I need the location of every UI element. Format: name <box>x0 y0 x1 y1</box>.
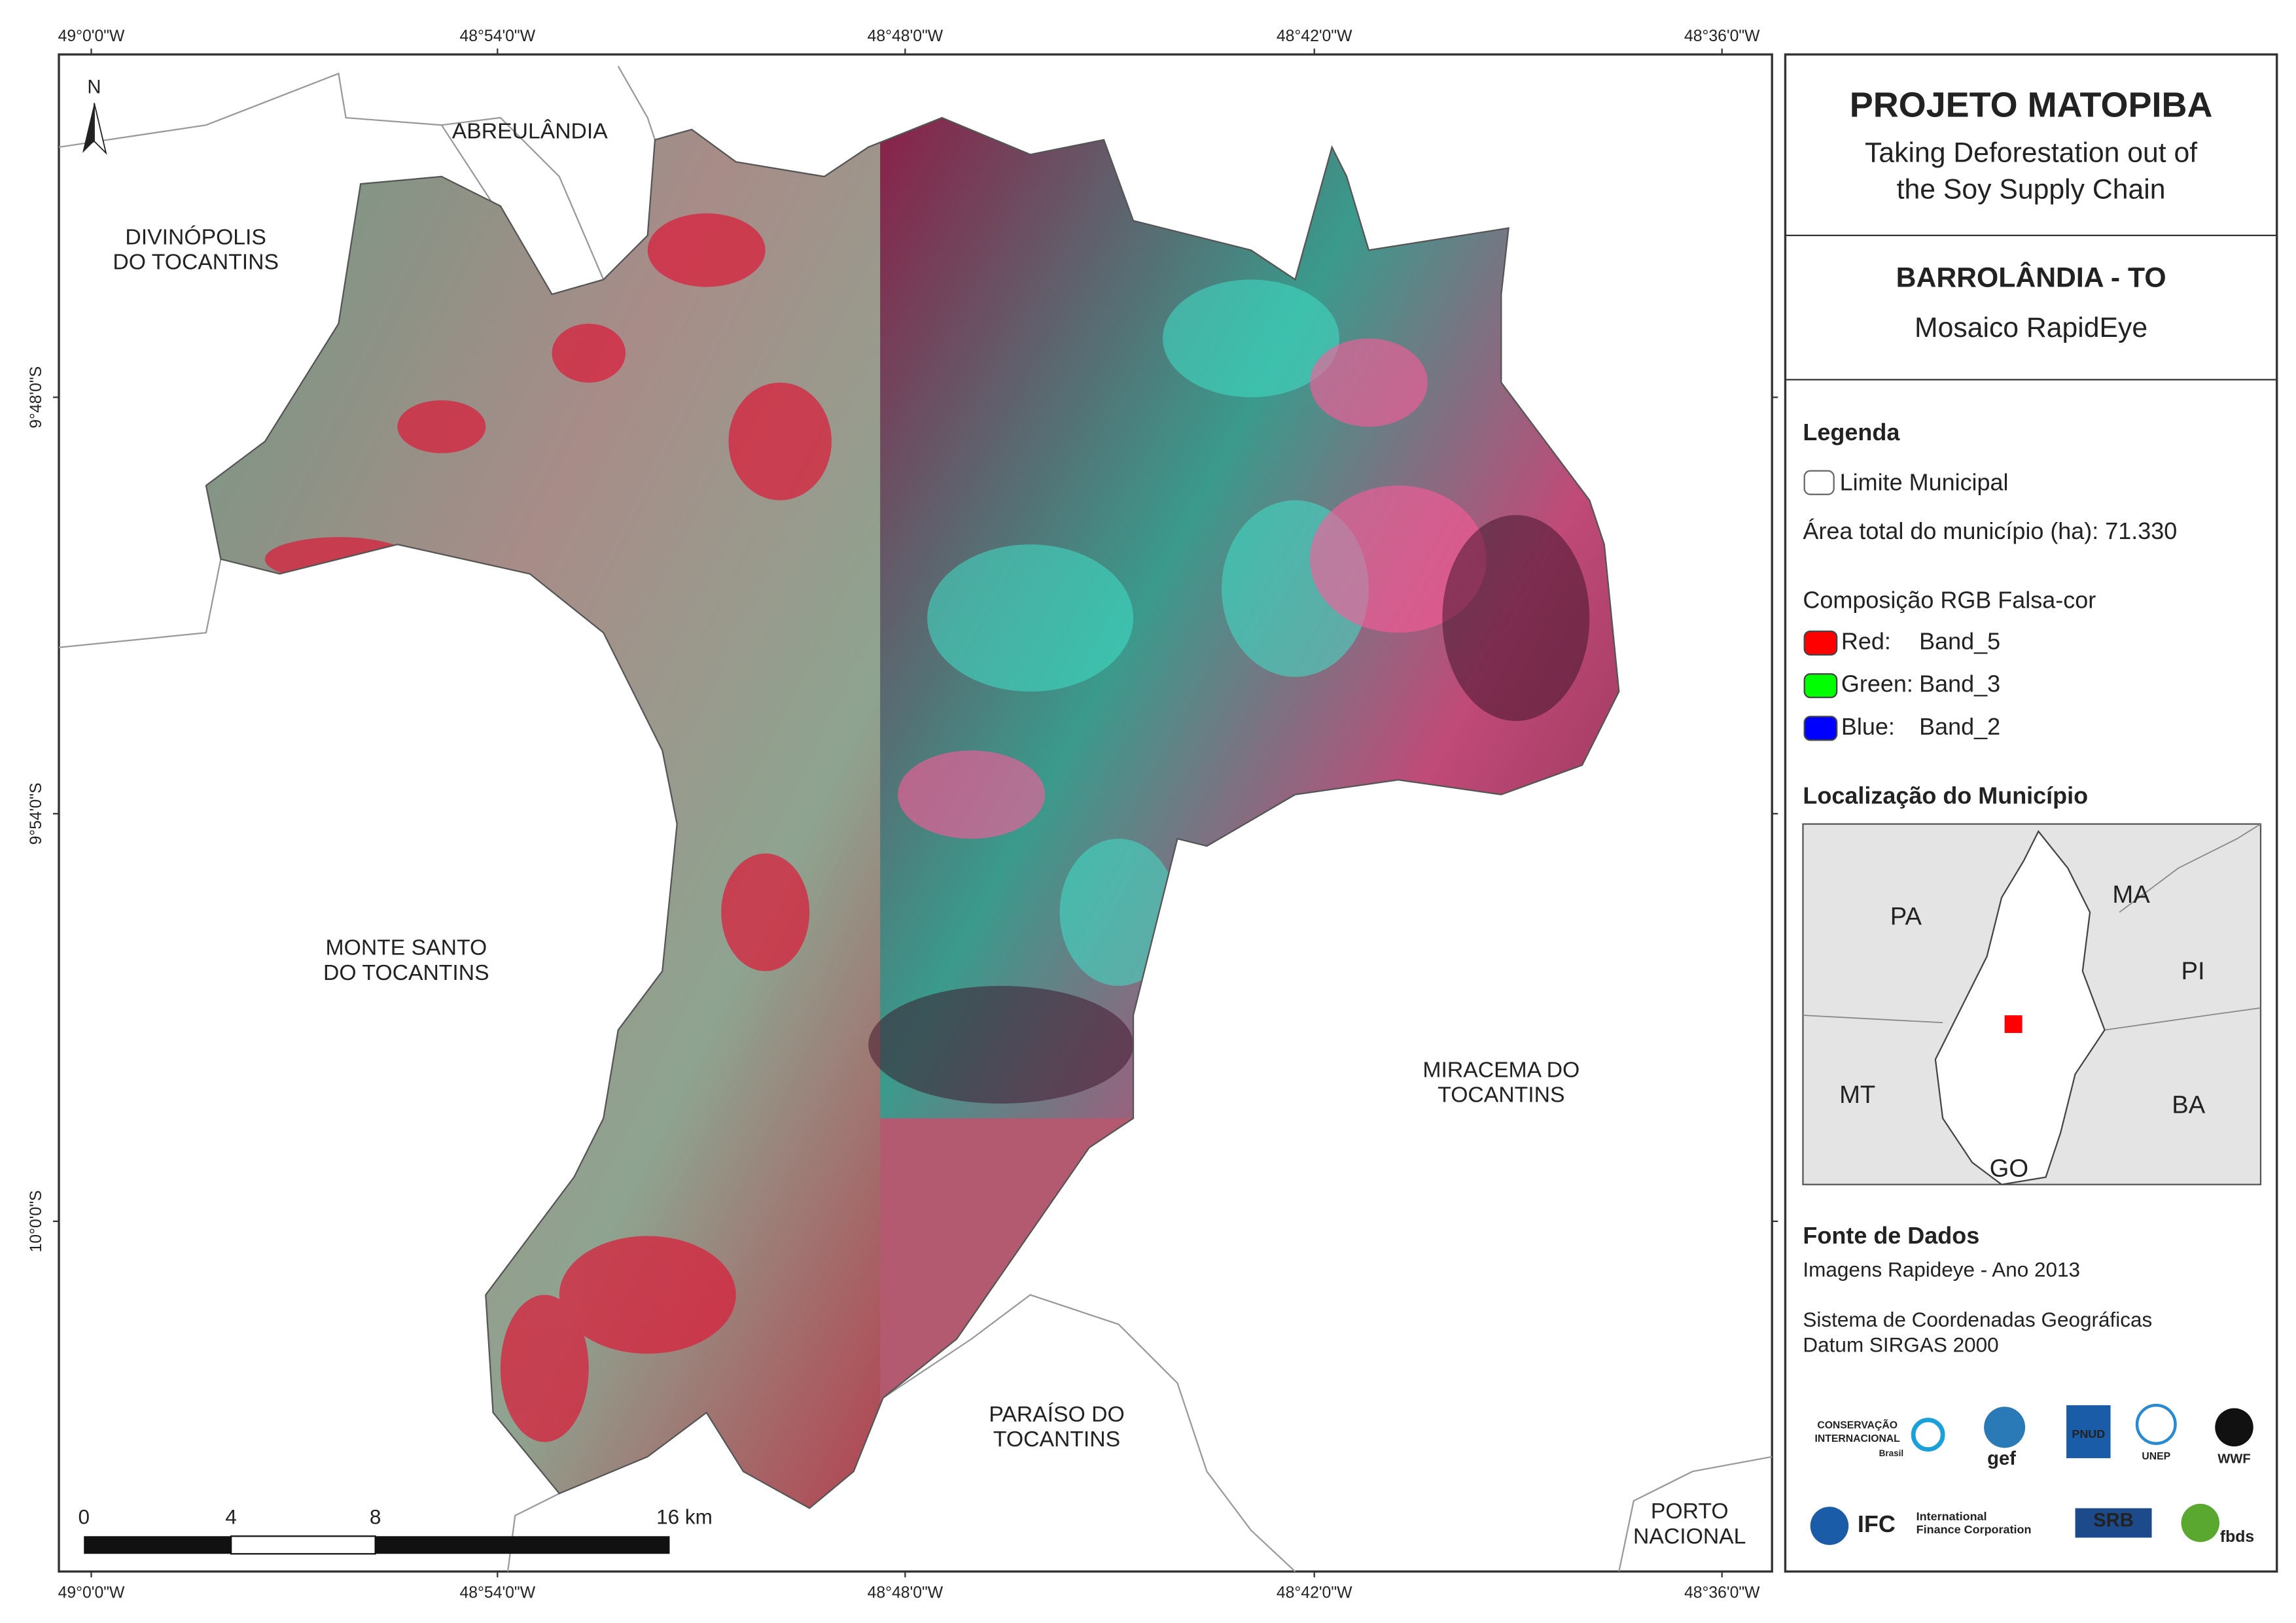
longitude-label: 49°0'0"W <box>58 27 125 45</box>
logo-ci <box>1911 1418 1945 1452</box>
panel-subtitle: Taking Deforestation out of <box>1865 137 2197 168</box>
north-arrow-half <box>94 103 107 155</box>
band-channel: Red: <box>1841 627 1891 654</box>
place-label: PARAÍSO DO <box>989 1402 1124 1427</box>
longitude-label: 48°42'0"W <box>1277 27 1352 45</box>
longitude-label: 48°54'0"W <box>460 27 536 45</box>
legend-item: Composição RGB Falsa-cor <box>1803 586 2096 613</box>
latitude-label: 10°0'0"S <box>27 1190 45 1252</box>
logo-ifc <box>1810 1507 1849 1545</box>
logo-pnud <box>2066 1405 2111 1459</box>
panel-subtitle: the Soy Supply Chain <box>1897 174 2166 205</box>
legend-item: Limite Municipal <box>1840 469 2009 496</box>
logo-text: Brasil <box>1879 1448 1903 1458</box>
longitude-label: 48°48'0"W <box>868 27 944 45</box>
place-label: MONTE SANTO <box>326 935 487 960</box>
logo-text: UNEP <box>2142 1451 2170 1462</box>
source-line: Datum SIRGAS 2000 <box>1803 1333 1998 1356</box>
longitude-label: 48°42'0"W <box>1277 1584 1352 1602</box>
place-label: ABREULÂNDIA <box>452 118 608 143</box>
municipality-name: BARROLÂNDIA - TO <box>1896 262 2166 294</box>
logo-text: WWF <box>2217 1452 2251 1467</box>
band-name: Band_5 <box>1919 627 2000 654</box>
scale-label: 4 <box>225 1505 237 1529</box>
logo-text: fbds <box>2220 1528 2254 1546</box>
legend-item: Área total do município (ha): 71.330 <box>1803 517 2177 544</box>
logo-text: SRB <box>2093 1510 2134 1531</box>
logo-text: International <box>1916 1510 1987 1523</box>
logo-text: IFC <box>1858 1510 1896 1537</box>
state-boundaries <box>1803 823 2261 1031</box>
latitude-label: 9°54'0"S <box>27 782 45 845</box>
state-label: PI <box>2181 957 2204 985</box>
longitude-label: 48°36'0"W <box>1684 27 1760 45</box>
place-label: TOCANTINS <box>1438 1083 1564 1108</box>
place-label: MIRACEMA DO <box>1422 1057 1580 1082</box>
scale-label: 0 <box>78 1505 90 1529</box>
tocantins-state <box>1934 829 2106 1185</box>
latitude-label: 9°48'0"S <box>27 366 45 428</box>
logo-fbds <box>2181 1503 2220 1543</box>
state-label: MT <box>1839 1081 1875 1109</box>
source-line: Imagens Rapideye - Ano 2013 <box>1803 1258 2080 1282</box>
longitude-label: 49°0'0"W <box>58 1584 125 1602</box>
state-label: BA <box>2172 1091 2205 1119</box>
longitude-label: 48°48'0"W <box>868 1584 944 1602</box>
logo-text: CONSERVAÇÃO <box>1817 1418 1898 1431</box>
location-heading: Localização do Município <box>1803 782 2088 809</box>
band-channel: Green: <box>1841 671 1913 697</box>
place-label: PORTO <box>1651 1499 1729 1524</box>
longitude-label: 48°54'0"W <box>460 1584 536 1602</box>
band-name: Band_2 <box>1919 713 2000 740</box>
legend-heading: Legenda <box>1803 419 1900 445</box>
place-label: DO TOCANTINS <box>113 250 279 275</box>
neighbour-boundaries <box>58 65 1773 1573</box>
logo-text: gef <box>1987 1448 2016 1469</box>
scale-bar-segment <box>84 1536 232 1554</box>
product-name: Mosaico RapidEye <box>1915 312 2147 343</box>
panel-title: PROJETO MATOPIBA <box>1850 85 2213 124</box>
logo-srb <box>2075 1508 2152 1538</box>
band-name: Band_3 <box>1919 671 2000 697</box>
north-label: N <box>87 77 101 98</box>
source-line: Sistema de Coordenadas Geográficas <box>1803 1308 2152 1331</box>
state-label: GO <box>1990 1154 2028 1182</box>
band-swatch <box>1803 716 1838 741</box>
logo-unep <box>2135 1403 2177 1445</box>
band-swatch <box>1803 630 1838 656</box>
logo-gef <box>1984 1406 2026 1448</box>
logo-text: INTERNACIONAL <box>1815 1433 1901 1444</box>
place-label: NACIONAL <box>1633 1524 1746 1548</box>
state-label: PA <box>1890 903 1922 931</box>
longitude-label: 48°36'0"W <box>1684 1584 1760 1602</box>
scale-bar-segment <box>375 1536 670 1554</box>
logo-text: PNUD <box>2072 1427 2105 1440</box>
source-heading: Fonte de Dados <box>1803 1222 1979 1249</box>
band-swatch <box>1803 673 1838 699</box>
logo-wwf <box>2215 1408 2253 1447</box>
scale-label: 8 <box>370 1505 381 1529</box>
place-label: TOCANTINS <box>993 1427 1120 1452</box>
state-label: MA <box>2112 881 2150 909</box>
side-panel <box>1784 53 2278 1573</box>
band-channel: Blue: <box>1841 713 1895 740</box>
municipality-locator <box>2004 1015 2022 1034</box>
scale-label: 16 km <box>656 1505 713 1529</box>
boundary-swatch <box>1803 470 1835 495</box>
scale-bar-segment <box>230 1535 376 1555</box>
place-label: DO TOCANTINS <box>323 960 489 985</box>
place-label: DIVINÓPOLIS <box>125 224 266 249</box>
logo-text: Finance Corporation <box>1916 1523 2032 1536</box>
